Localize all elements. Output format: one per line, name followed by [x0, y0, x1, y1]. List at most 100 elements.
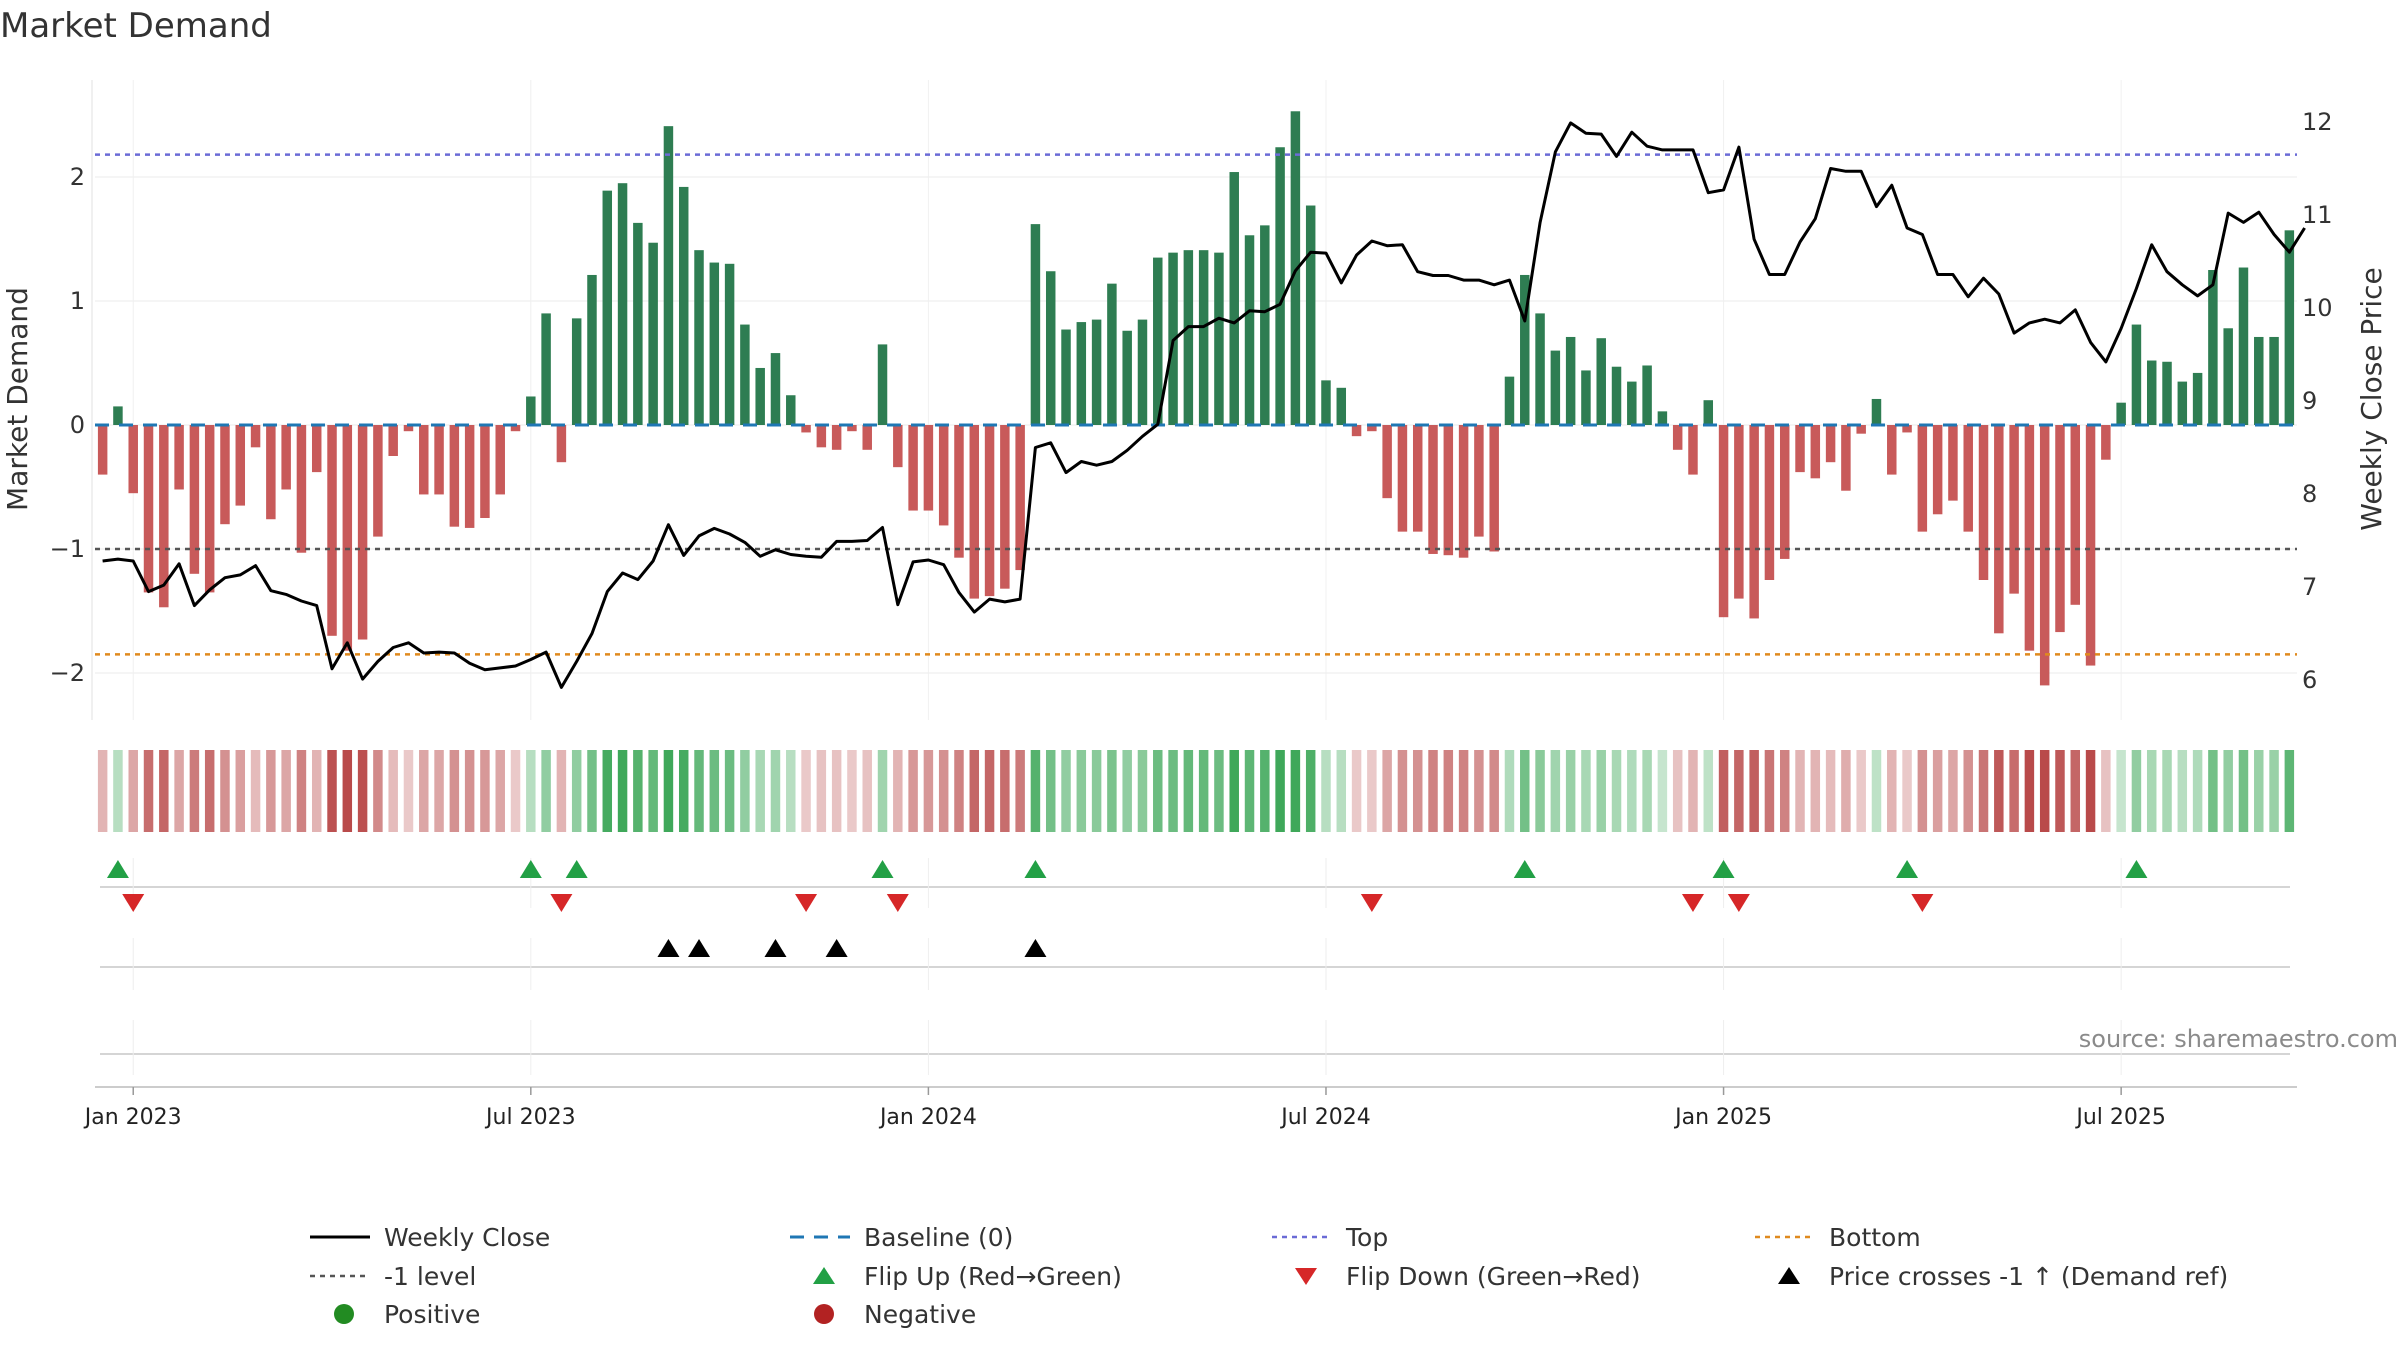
heatmap-cell: [678, 750, 689, 832]
positive-bar: [755, 367, 765, 425]
heatmap-cell: [1596, 750, 1606, 832]
x-tick-label: Jul 2025: [2074, 1105, 2166, 1130]
heatmap-cell: [1382, 750, 1392, 832]
weekly-close-line: [102, 121, 2306, 689]
positive-bar: [724, 263, 735, 425]
negative-bar: [357, 425, 368, 640]
heatmap-cell: [831, 750, 842, 832]
heatmap-cell: [1718, 750, 1729, 832]
negative-bar: [556, 425, 567, 463]
heatmap-cell: [1045, 750, 1056, 832]
negative-bar: [327, 425, 337, 636]
negative-bar: [311, 425, 322, 473]
positive-bar: [1244, 235, 1255, 425]
negative-bar: [266, 425, 276, 520]
positive-bar: [2116, 402, 2126, 425]
heatmap-cell: [464, 750, 475, 832]
heatmap-cell: [2208, 750, 2218, 832]
heatmap-cell: [1000, 750, 1010, 832]
heatmap-cell: [204, 750, 215, 832]
negative-bar: [1887, 425, 1897, 475]
negative-bar: [2024, 425, 2035, 651]
negative-bar: [954, 425, 964, 558]
negative-bar: [923, 425, 934, 511]
heatmap-cell: [1795, 750, 1805, 832]
flip-up-marker: [1896, 860, 1919, 878]
flip-up-marker: [2125, 860, 2148, 878]
heatmap-cell: [143, 750, 154, 832]
flip-up-marker: [1513, 860, 1536, 878]
heatmap-cell: [2070, 750, 2081, 832]
heatmap-cell: [1214, 750, 1224, 832]
y-tick-label-right: 11: [2302, 201, 2333, 229]
negative-bar: [434, 425, 444, 495]
positive-bar: [2254, 336, 2264, 425]
heatmap-cell: [1688, 750, 1698, 832]
heatmap-cell: [1565, 750, 1576, 832]
negative-bar: [281, 425, 291, 490]
heatmap-cell: [189, 750, 200, 832]
negative-bar: [2101, 425, 2111, 460]
heatmap-cell: [1030, 750, 1041, 832]
heatmap-cell: [1091, 750, 1102, 832]
heatmap-cell: [1902, 750, 1912, 832]
heatmap-cell: [2192, 750, 2203, 832]
heatmap-cell: [296, 750, 307, 832]
negative-bar: [816, 425, 827, 448]
legend-label: Flip Down (Green→Red): [1346, 1262, 1641, 1291]
y-tick-label-right: 7: [2302, 573, 2317, 601]
heatmap-cell: [174, 750, 184, 832]
positive-bar: [541, 313, 551, 425]
heatmap-cell: [602, 750, 613, 832]
heatmap-cell: [373, 750, 383, 832]
negative-bar: [1749, 425, 1759, 619]
heatmap-cell: [419, 750, 429, 832]
heatmap-cell: [2024, 750, 2035, 832]
negative-bar: [1948, 425, 1958, 501]
heatmap-cell: [1887, 750, 1897, 832]
heatmap-cell: [954, 750, 964, 832]
heatmap-cell: [1061, 750, 1071, 832]
heatmap-cell: [571, 750, 582, 832]
negative-bar: [419, 425, 429, 495]
negative-bar: [159, 425, 169, 608]
heatmap-cell: [1474, 750, 1484, 832]
positive-bar: [1321, 380, 1331, 425]
flip-down-marker: [122, 894, 145, 912]
positive-bar: [1030, 224, 1041, 425]
heatmap-cell: [1810, 750, 1821, 832]
negative-bar: [1917, 425, 1928, 532]
y-tick-label-right: 9: [2302, 387, 2317, 415]
heatmap-cell: [1779, 750, 1790, 832]
positive-bar: [1214, 252, 1224, 425]
legend-label: Bottom: [1829, 1223, 1921, 1252]
heatmap-cell: [2101, 750, 2111, 832]
heatmap-cell: [2055, 750, 2065, 832]
heatmap-cell: [1351, 750, 1362, 832]
chart-title: Market Demand: [0, 6, 272, 46]
heatmap-cell: [250, 750, 261, 832]
negative-bar: [1963, 425, 1973, 532]
negative-bar: [495, 425, 505, 495]
negative-bar: [1810, 425, 1821, 479]
heatmap-cell: [1504, 750, 1515, 832]
negative-bar: [938, 425, 949, 526]
positive-bar: [1045, 271, 1056, 425]
heatmap-cell: [1856, 750, 1866, 832]
heatmap-cell: [2039, 750, 2050, 832]
positive-bar: [1535, 313, 1545, 425]
price-cross-marker: [825, 939, 848, 957]
heatmap-cell: [97, 750, 108, 832]
heatmap-cell: [266, 750, 276, 832]
heatmap-cell: [984, 750, 995, 832]
negative-bar: [2009, 425, 2019, 594]
heatmap-cell: [1978, 750, 1989, 832]
positive-bar: [1504, 376, 1515, 425]
positive-bar: [1596, 338, 1606, 425]
positive-bar: [1305, 205, 1316, 425]
positive-bar: [1550, 350, 1561, 425]
heatmap-cell: [434, 750, 444, 832]
heatmap-cell: [969, 750, 980, 832]
signal-panels: [100, 858, 2290, 1075]
demand-heatmap-strip: [97, 750, 2295, 832]
